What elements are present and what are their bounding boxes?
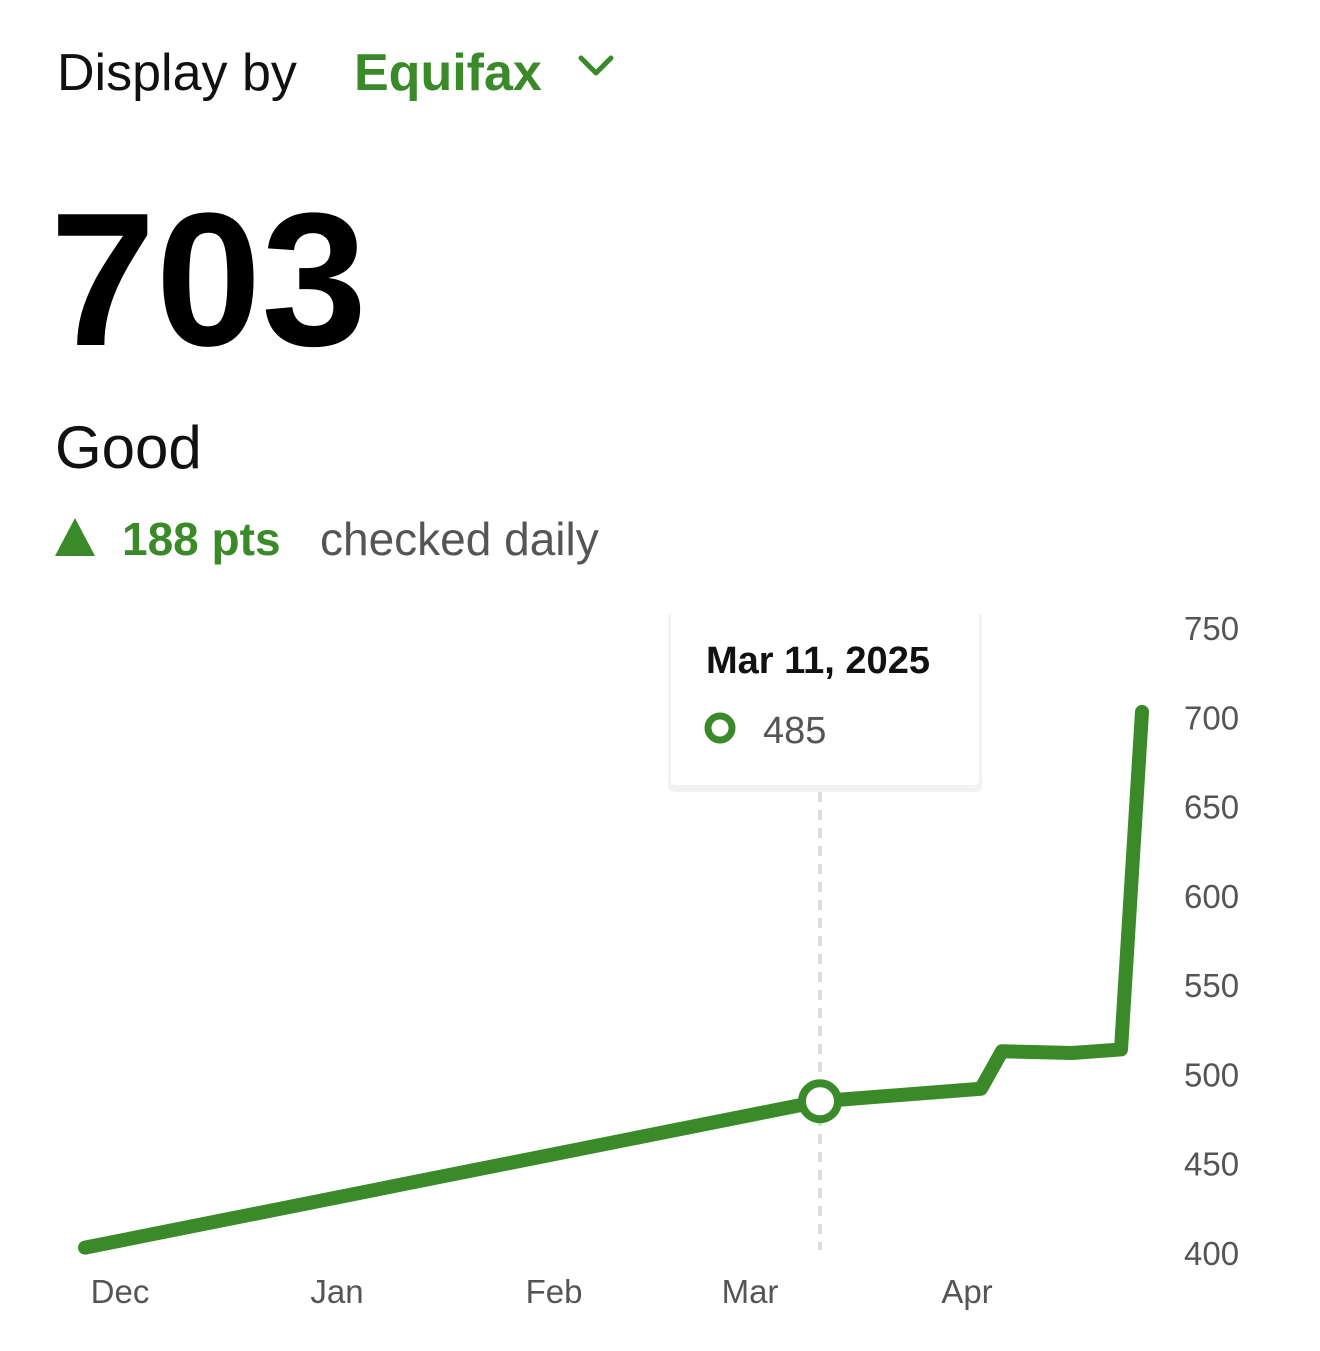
check-note: checked daily bbox=[320, 513, 599, 565]
y-tick-label: 400 bbox=[1184, 1235, 1239, 1272]
x-tick-label: Jan bbox=[310, 1273, 363, 1310]
chart: 400 450 500 550 600 650 700 750 Dec Jan Feb Mar Apr M… bbox=[78, 609, 1239, 1310]
provider-select[interactable]: Equifax bbox=[354, 44, 542, 102]
x-tick-label: Feb bbox=[526, 1273, 583, 1310]
x-tick-label: Mar bbox=[722, 1273, 779, 1310]
y-tick-label: 450 bbox=[1184, 1146, 1239, 1183]
score-line bbox=[78, 704, 1149, 1255]
up-triangle bbox=[55, 518, 95, 556]
tooltip-date: Mar 11, 2025 bbox=[706, 640, 930, 682]
display-label: Display by bbox=[57, 44, 297, 102]
chevron[interactable] bbox=[578, 55, 614, 76]
y-tick-label: 650 bbox=[1184, 789, 1239, 826]
y-tick-label: 500 bbox=[1184, 1056, 1239, 1093]
tooltip-value: 485 bbox=[763, 710, 826, 752]
score-change: 188 pts bbox=[122, 513, 281, 565]
tooltip bbox=[671, 609, 979, 785]
y-tick-label: 700 bbox=[1184, 699, 1239, 736]
y-tick-label: 600 bbox=[1184, 878, 1239, 915]
hover-point bbox=[798, 1079, 842, 1124]
rating: Good bbox=[55, 414, 202, 481]
y-tick-label: 550 bbox=[1184, 967, 1239, 1004]
tooltip-dot bbox=[704, 712, 736, 744]
score: 703 bbox=[50, 174, 367, 386]
x-tick-label: Apr bbox=[941, 1273, 992, 1310]
x-tick-label: Dec bbox=[91, 1273, 150, 1310]
y-tick-label: 750 bbox=[1184, 610, 1239, 647]
